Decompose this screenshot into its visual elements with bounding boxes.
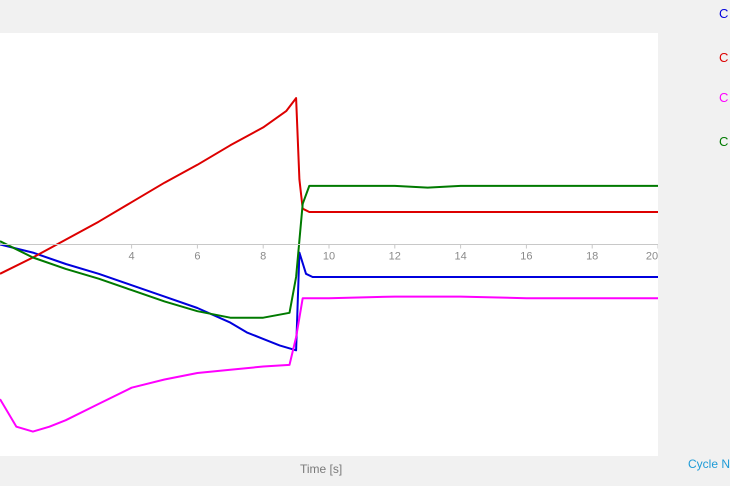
legend-label: C: [719, 134, 729, 149]
series-layer: [0, 97, 658, 433]
legend-label: C: [719, 90, 729, 105]
line-chart[interactable]: 4 6 8 10 12 14 16 18 20: [0, 33, 658, 456]
x-tick-label: 8: [260, 251, 266, 263]
legend-item-3[interactable]: C: [719, 90, 728, 105]
x-tick-label: 10: [323, 251, 335, 263]
x-axis-title: Time [s]: [300, 462, 343, 476]
x-tick-label: 14: [454, 251, 466, 263]
x-tick-label: 16: [520, 251, 532, 263]
x-tick-label: 12: [389, 251, 401, 263]
plot-area[interactable]: 4 6 8 10 12 14 16 18 20: [0, 33, 658, 456]
cycle-number-label[interactable]: Cycle N: [688, 457, 730, 471]
series-line-1[interactable]: [0, 243, 658, 352]
legend-item-1[interactable]: C: [719, 6, 728, 21]
x-tick-label: 4: [129, 251, 135, 263]
series-line-4[interactable]: [0, 184, 658, 319]
x-tick-label: 20: [646, 251, 658, 263]
legend-item-2[interactable]: C: [719, 50, 728, 65]
x-tick-label: 18: [586, 251, 598, 263]
legend-label: C: [719, 6, 729, 21]
x-axis-ticks: 4 6 8 10 12 14 16 18 20: [129, 244, 658, 263]
series-line-3[interactable]: [0, 295, 658, 433]
legend-label: C: [719, 50, 729, 65]
legend-item-4[interactable]: C: [719, 134, 728, 149]
series-line-2[interactable]: [0, 97, 658, 275]
x-tick-label: 6: [194, 251, 200, 263]
